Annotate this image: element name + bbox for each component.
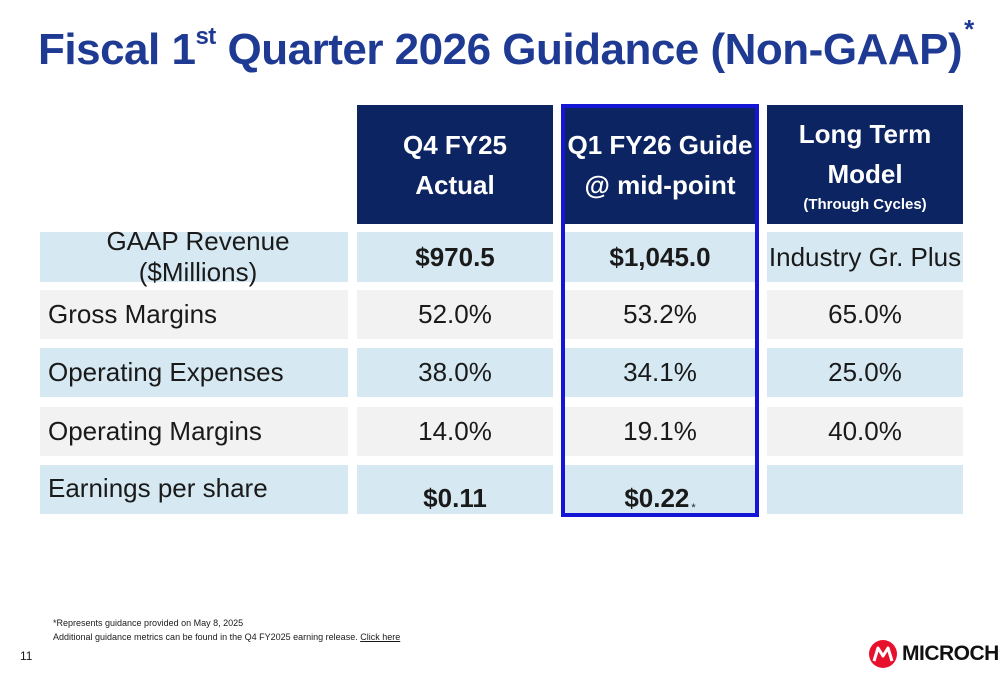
cell-operating-expenses-q1: 34.1% [562,348,758,397]
cell-eps-q1: $0.22 * [562,465,758,514]
row-label-operating-expenses: Operating Expenses [40,348,348,397]
row-label-operating-margins: Operating Margins [40,407,348,456]
footnote-additional: Additional guidance metrics can be found… [53,632,401,642]
cell-gaap-revenue-lt: Industry Gr. Plus [767,232,963,282]
cell-gross-margins-q1: 53.2% [562,290,758,339]
column-header-q4-fy25: Q4 FY25 Actual [357,105,553,224]
cell-gaap-revenue-q1: $1,045.0 [562,232,758,282]
cell-eps-q4: $0.11 [357,465,553,514]
cell-operating-margins-lt: 40.0% [767,407,963,456]
cell-operating-expenses-lt: 25.0% [767,348,963,397]
row-label-gross-margins: Gross Margins [40,290,348,339]
page-title: Fiscal 1st Quarter 2026 Guidance (Non-GA… [38,14,974,74]
row-label-earnings-per-share: Earnings per share [40,465,348,514]
microchip-logo-icon [869,640,897,668]
page-number: 11 [20,649,33,663]
cell-gross-margins-q4: 52.0% [357,290,553,339]
row-label-gaap-revenue: GAAP Revenue ($Millions) [40,226,348,287]
microchip-logo: MICROCHIP [868,639,1000,669]
cell-gaap-revenue-q4: $970.5 [357,232,553,282]
cell-operating-expenses-q4: 38.0% [357,348,553,397]
column-header-q1-fy26-guide: Q1 FY26 Guide @ mid-point [562,105,758,224]
column-header-long-term-model: Long Term Model (Through Cycles) [767,105,963,224]
cell-gross-margins-lt: 65.0% [767,290,963,339]
cell-operating-margins-q4: 14.0% [357,407,553,456]
cell-eps-lt [767,465,963,514]
cell-operating-margins-q1: 19.1% [562,407,758,456]
footnote-guidance: *Represents guidance provided on May 8, … [53,618,244,628]
click-here-link[interactable]: Click here [360,632,401,642]
